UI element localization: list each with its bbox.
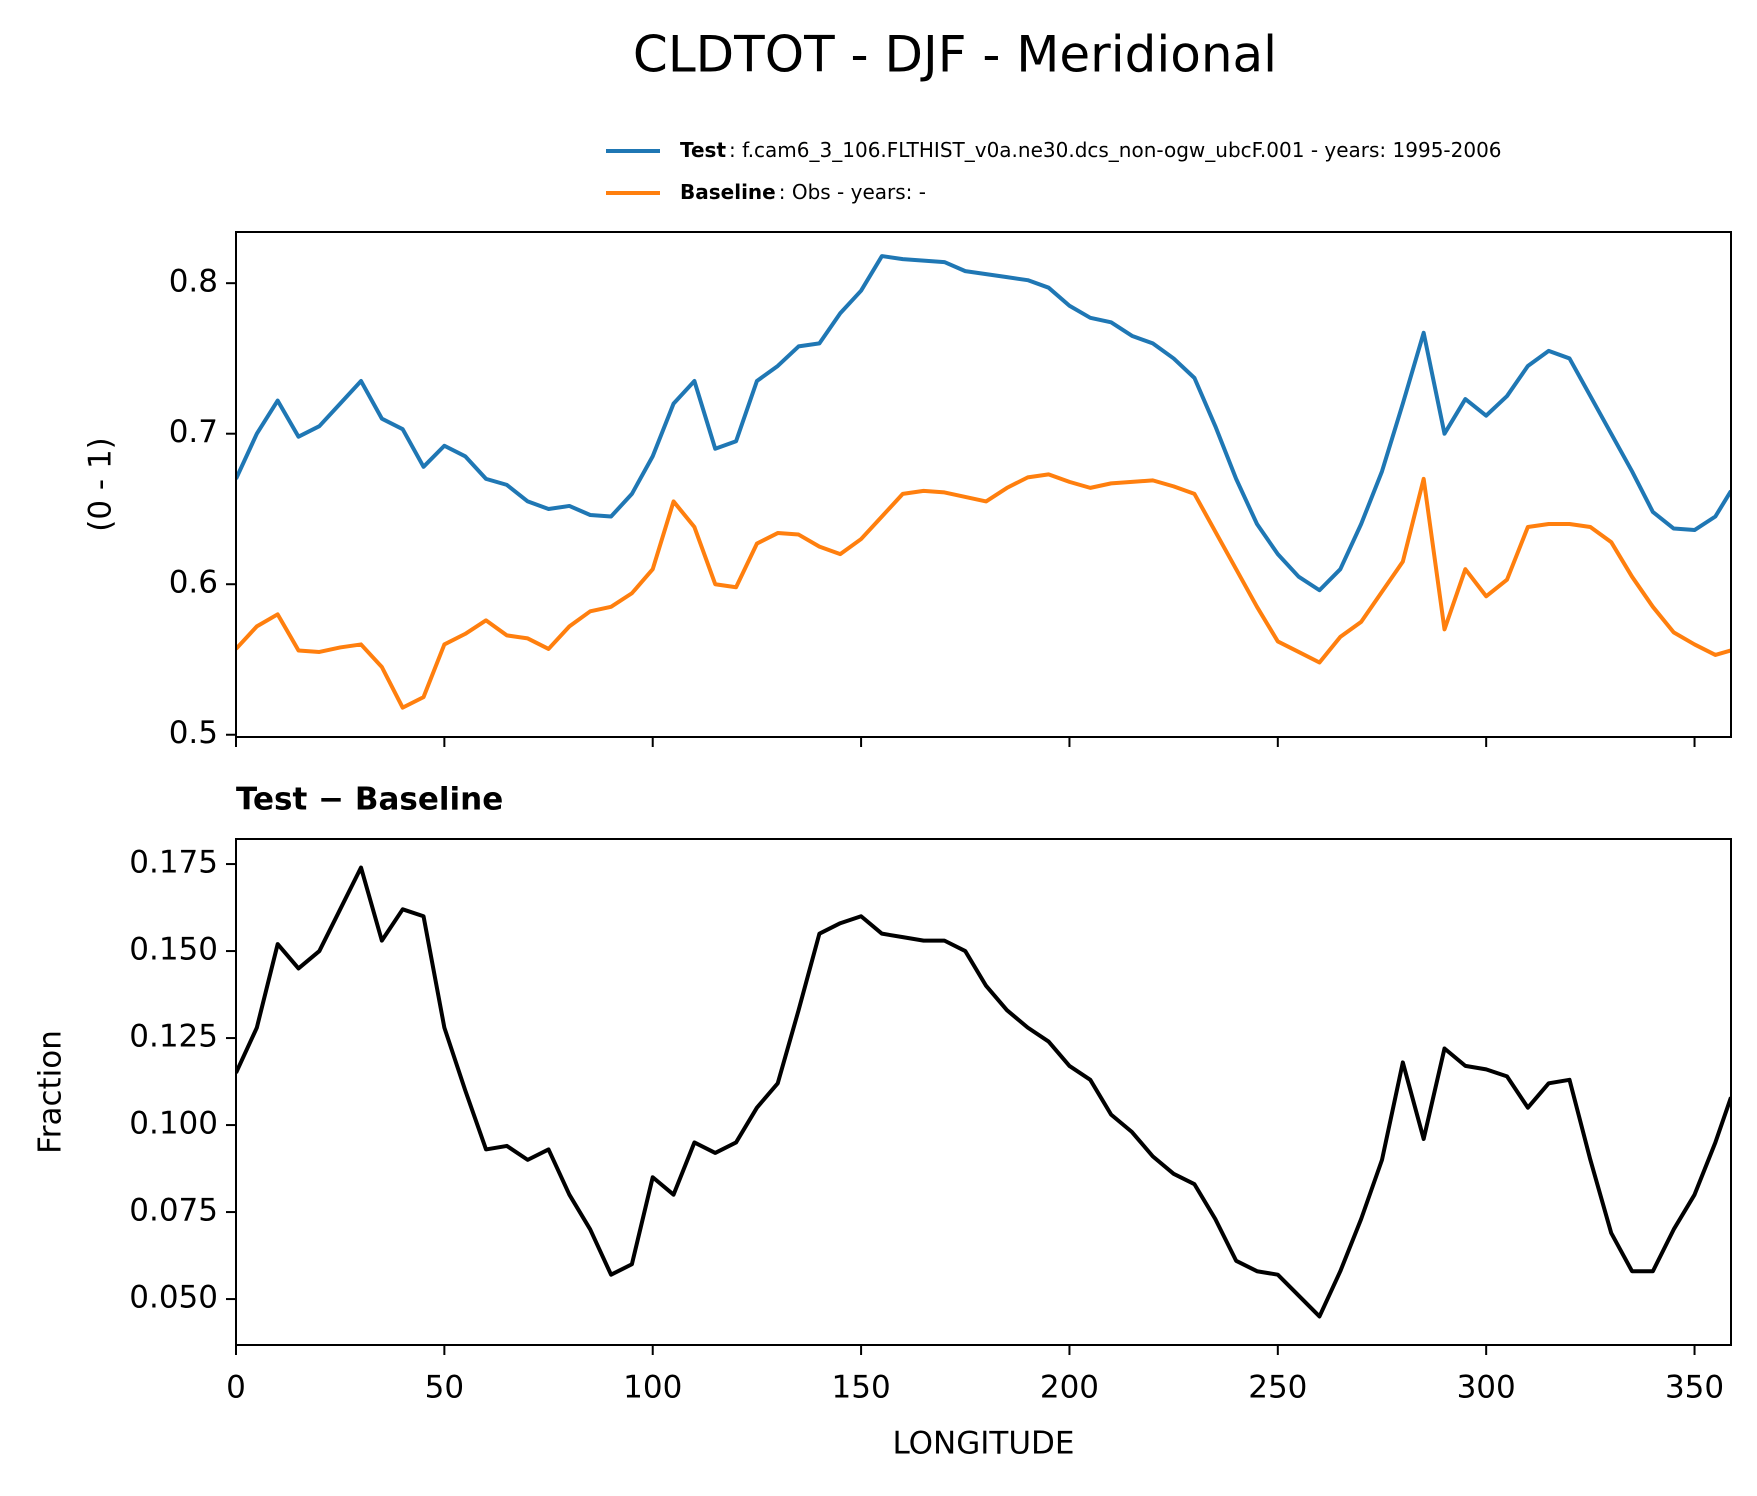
data-line — [236, 254, 1731, 593]
x-tick-label: 200 — [1040, 1370, 1099, 1406]
x-tick-label: 50 — [425, 1370, 464, 1406]
legend-entry: Baseline: Obs - years: - — [680, 180, 926, 204]
legend-entry: Test: f.cam6_3_106.FLTHIST_v0a.ne30.dcs_… — [680, 138, 1502, 162]
y-tick-label: 0.175 — [129, 845, 218, 881]
x-tick-label: 350 — [1665, 1370, 1724, 1406]
y-tick-label: 0.6 — [169, 565, 218, 601]
x-tick-label: 0 — [226, 1370, 246, 1406]
legend-description: : f.cam6_3_106.FLTHIST_v0a.ne30.dcs_non-… — [729, 138, 1502, 162]
legend-name: Test — [680, 138, 726, 162]
y-tick-label: 0.050 — [129, 1280, 218, 1316]
y-tick-label: 0.5 — [169, 715, 218, 751]
y-axis-label: (0 - 1) — [83, 437, 119, 532]
y-tick-label: 0.150 — [129, 932, 218, 968]
legend-description: : Obs - years: - — [779, 180, 926, 204]
x-tick-label: 300 — [1457, 1370, 1516, 1406]
y-tick-label: 0.8 — [169, 264, 218, 300]
data-line — [236, 472, 1731, 710]
subplot-title: Test − Baseline — [236, 782, 503, 818]
data-line — [236, 865, 1731, 1319]
x-tick-label: 100 — [623, 1370, 682, 1406]
y-tick-label: 0.125 — [129, 1019, 218, 1055]
x-tick-label: 150 — [832, 1370, 891, 1406]
axes-frame — [235, 838, 1732, 1346]
x-axis-label: LONGITUDE — [892, 1426, 1074, 1462]
y-tick-label: 0.100 — [129, 1106, 218, 1142]
axes-frame — [235, 231, 1732, 738]
y-tick-label: 0.7 — [169, 414, 218, 450]
legend-name: Baseline — [680, 180, 776, 204]
figure-title: CLDTOT - DJF - Meridional — [633, 26, 1277, 84]
y-axis-label: Fraction — [33, 1030, 69, 1154]
y-tick-label: 0.075 — [129, 1193, 218, 1229]
x-tick-label: 250 — [1248, 1370, 1307, 1406]
